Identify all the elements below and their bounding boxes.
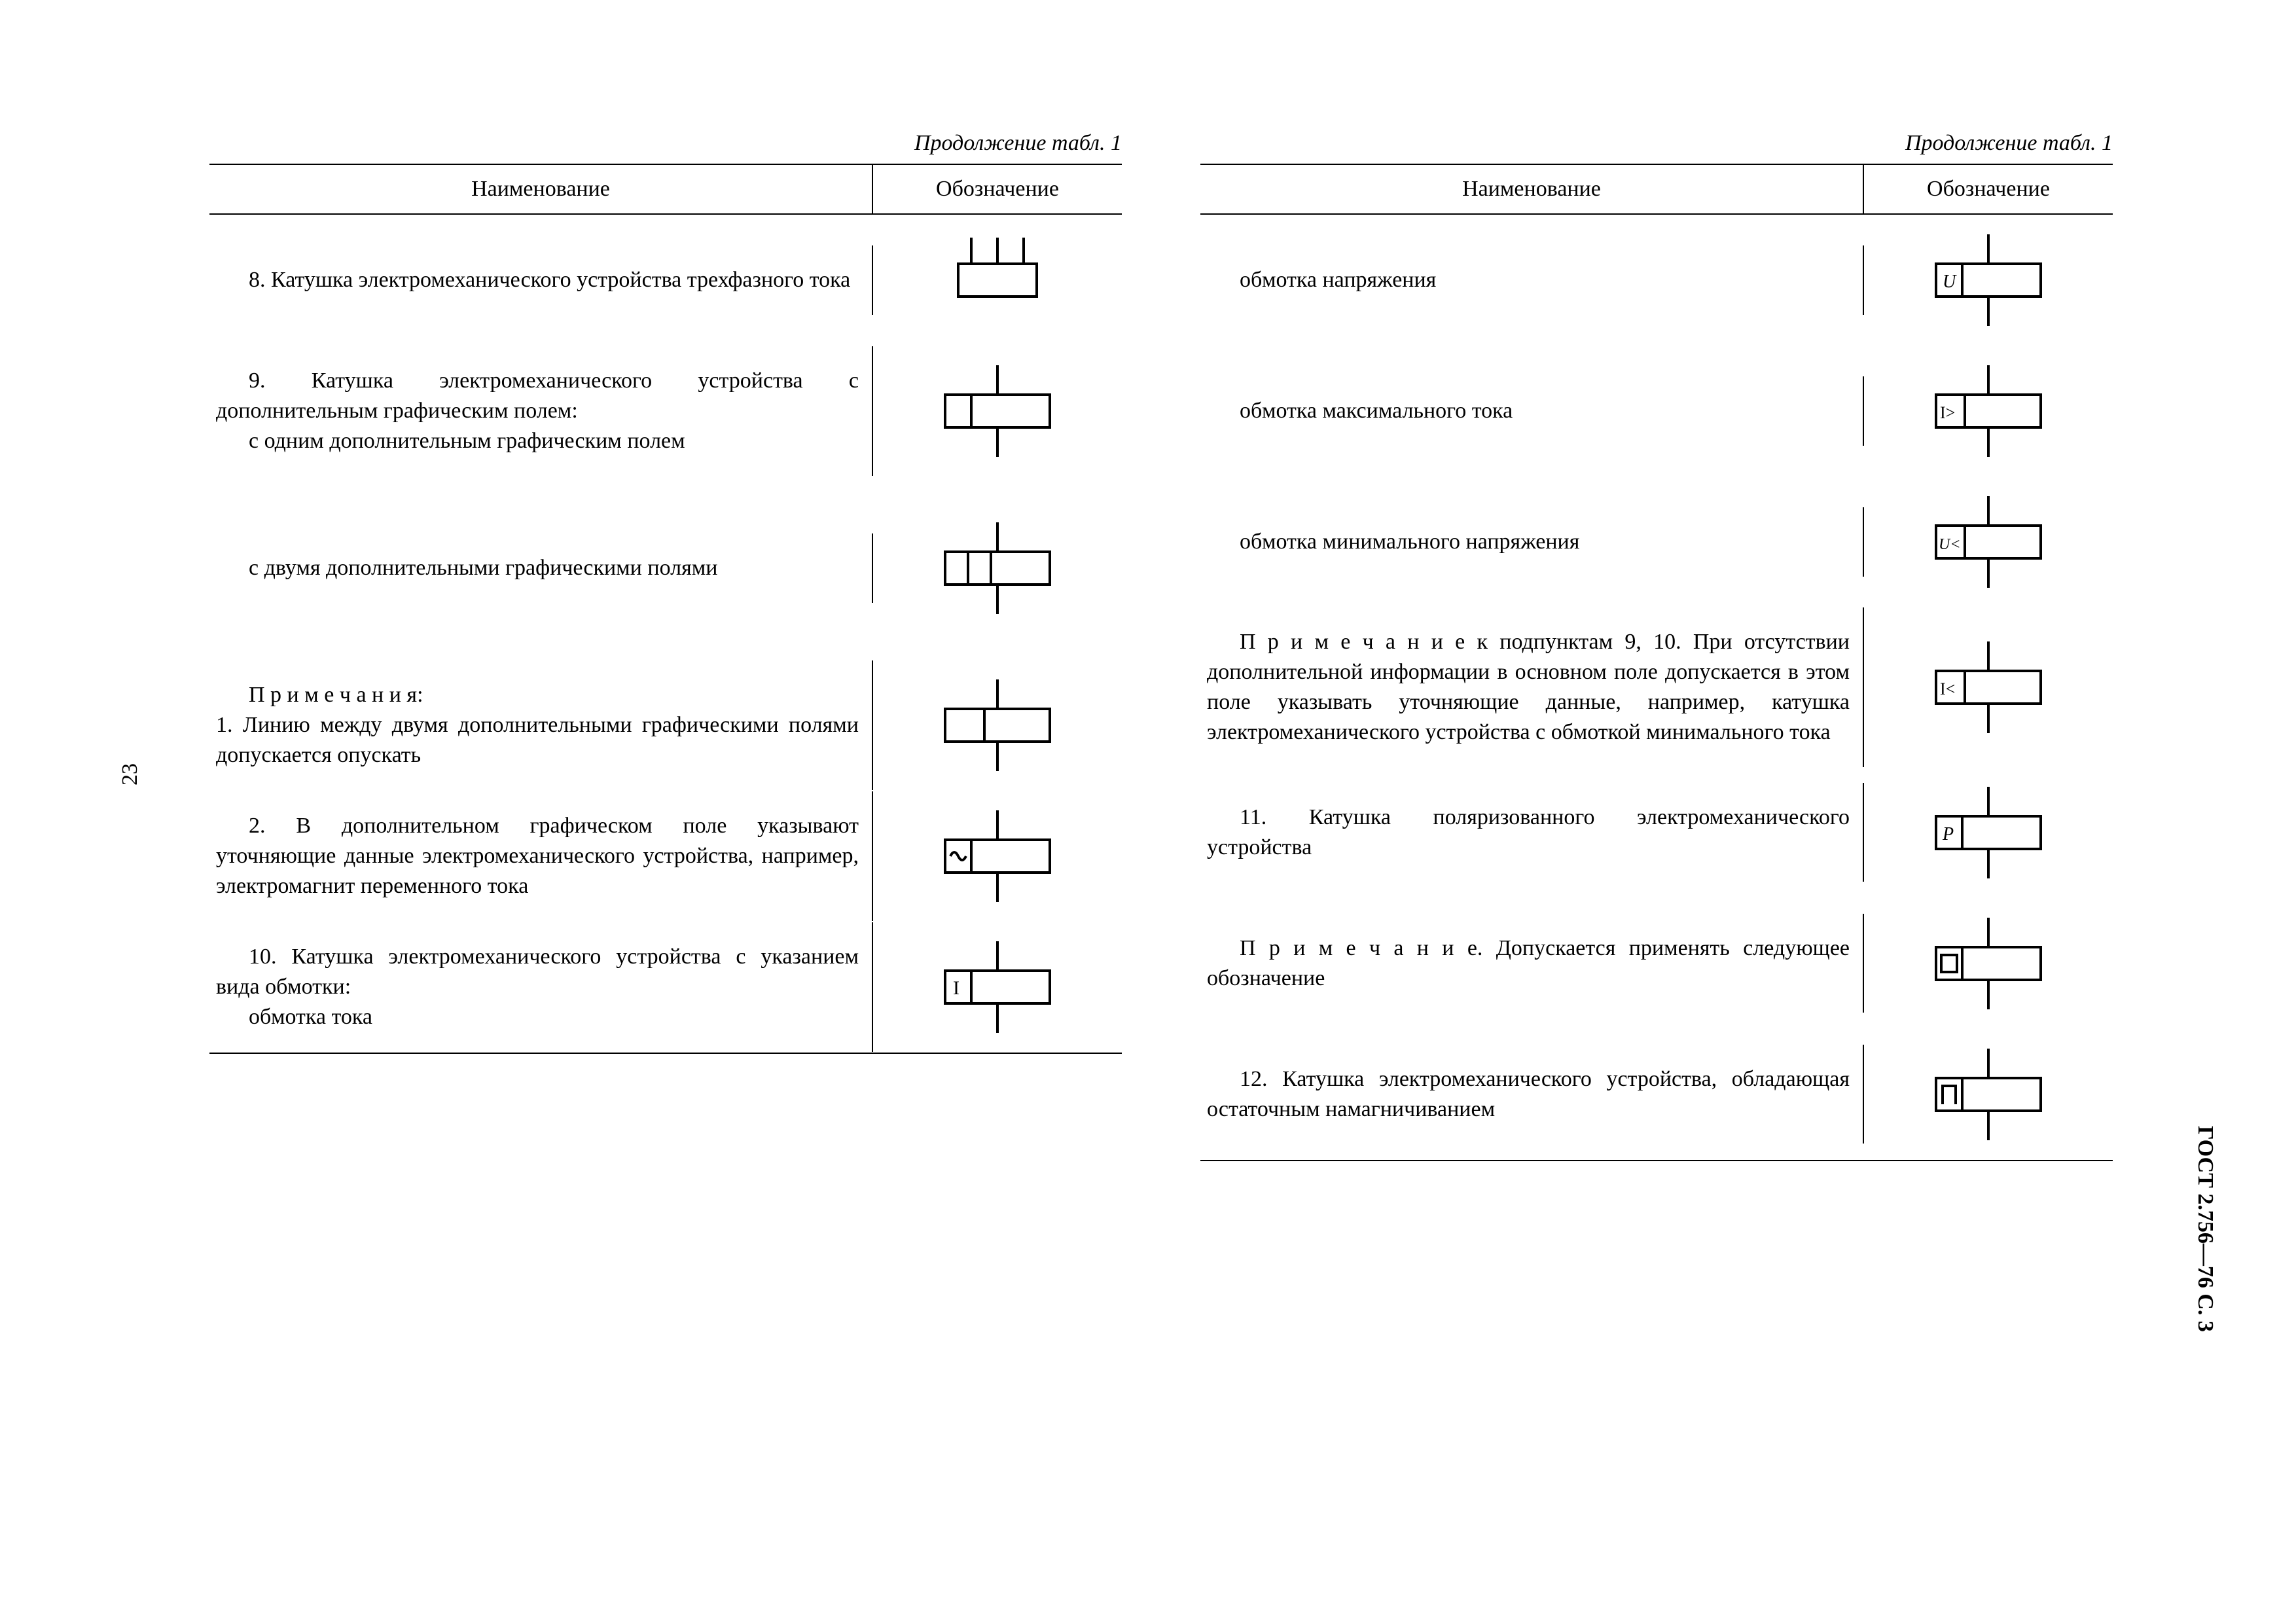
row-symbol — [873, 346, 1122, 477]
row-name: 11. Катушка поляризованного электромехан… — [1200, 783, 1864, 882]
row-text: 11. Катушка поляризованного электромехан… — [1207, 802, 1850, 863]
table-caption-left: Продолжение табл. 1 — [209, 131, 1122, 156]
table-row: обмотка минимального напряжения U< — [1200, 477, 2113, 607]
table-left: Наименование Обозначение 8. Катушка элек… — [209, 164, 1122, 1054]
row-symbol: P — [1864, 767, 2113, 898]
row-name: 2. В дополнительном графическом поле ука… — [209, 791, 873, 921]
svg-text:I: I — [953, 977, 960, 999]
document-id-side: ГОСТ 2.756—76 С. 3 — [2193, 1126, 2217, 1332]
table-row: обмотка максимального тока I> — [1200, 346, 2113, 477]
row-text: П р и м е ч а н и е. Допускается применя… — [1207, 933, 1850, 994]
row-name: обмотка максимального тока — [1200, 376, 1864, 446]
left-column: Продолжение табл. 1 Наименование Обознач… — [209, 131, 1122, 1557]
row-text: 10. Катушка электромеханического устройс… — [216, 942, 859, 1002]
row-symbol — [1864, 1029, 2113, 1160]
row-text: с двумя дополнительными графическими пол… — [216, 553, 859, 583]
row-text: 1. Линию между двумя дополнительными гра… — [216, 710, 859, 770]
row-symbol — [873, 503, 1122, 634]
row-name: обмотка напряжения — [1200, 245, 1864, 315]
row-text: 9. Катушка электромеханического устройст… — [216, 366, 859, 426]
row-name: обмотка минимального напряжения — [1200, 507, 1864, 577]
svg-text:I<: I< — [1940, 679, 1955, 698]
page-number-left: 23 — [118, 763, 143, 785]
table-row: 10. Катушка электромеханического устройс… — [209, 922, 1122, 1053]
table-row: 9. Катушка электромеханического устройст… — [209, 346, 1122, 477]
col-header-name: Наименование — [209, 165, 873, 213]
row-symbol — [873, 215, 1122, 346]
row-name: 9. Катушка электромеханического устройст… — [209, 346, 873, 476]
col-header-name: Наименование — [1200, 165, 1864, 213]
table-row: 12. Катушка электромеханического устройс… — [1200, 1029, 2113, 1160]
table-row: П р и м е ч а н и е к подпунктам 9, 10. … — [1200, 607, 2113, 767]
svg-text:U<: U< — [1939, 536, 1961, 553]
row-symbol: U< — [1864, 477, 2113, 607]
col-header-symbol: Обозначение — [873, 165, 1122, 213]
row-text: П р и м е ч а н и е к подпунктам 9, 10. … — [1207, 627, 1850, 748]
table-row: 8. Катушка электромеханического устройст… — [209, 215, 1122, 346]
row-name: П р и м е ч а н и е к подпунктам 9, 10. … — [1200, 607, 1864, 767]
row-symbol: U — [1864, 215, 2113, 346]
row-name: П р и м е ч а н и я:1. Линию между двумя… — [209, 660, 873, 790]
row-symbol — [1864, 898, 2113, 1029]
row-text: 2. В дополнительном графическом поле ука… — [216, 811, 859, 901]
table-row: 2. В дополнительном графическом поле ука… — [209, 791, 1122, 922]
row-symbol: I — [873, 922, 1122, 1053]
table-row: обмотка напряжения U — [1200, 215, 2113, 346]
svg-text:P: P — [1942, 824, 1954, 844]
row-text: обмотка максимального тока — [1207, 396, 1850, 426]
row-name: 12. Катушка электромеханического устройс… — [1200, 1045, 1864, 1144]
row-symbol: I> — [1864, 346, 2113, 477]
right-column: Продолжение табл. 1 Наименование Обознач… — [1200, 131, 2113, 1557]
table-row: 11. Катушка поляризованного электромехан… — [1200, 767, 2113, 898]
col-header-symbol: Обозначение — [1864, 165, 2113, 213]
row-text: обмотка напряжения — [1207, 265, 1850, 295]
row-text: 12. Катушка электромеханического устройс… — [1207, 1064, 1850, 1125]
table-row: с двумя дополнительными графическими пол… — [209, 477, 1122, 660]
table-right: Наименование Обозначение обмотка напряже… — [1200, 164, 2113, 1161]
table-caption-right: Продолжение табл. 1 — [1200, 131, 2113, 156]
table-row: П р и м е ч а н и я:1. Линию между двумя… — [209, 660, 1122, 791]
row-symbol — [873, 660, 1122, 791]
row-symbol: I< — [1864, 622, 2113, 753]
row-text: обмотка минимального напряжения — [1207, 527, 1850, 557]
row-text: П р и м е ч а н и я: — [216, 680, 859, 710]
table-row: П р и м е ч а н и е. Допускается применя… — [1200, 898, 2113, 1029]
row-text: обмотка тока — [216, 1002, 859, 1032]
row-name: с двумя дополнительными графическими пол… — [209, 533, 873, 603]
row-text: с одним дополнительным графическим полем — [216, 426, 859, 456]
row-symbol — [873, 791, 1122, 922]
row-name: 8. Катушка электромеханического устройст… — [209, 245, 873, 315]
row-name: 10. Катушка электромеханического устройс… — [209, 922, 873, 1052]
row-name: П р и м е ч а н и е. Допускается применя… — [1200, 914, 1864, 1013]
svg-text:I>: I> — [1940, 403, 1955, 422]
row-text: 8. Катушка электромеханического устройст… — [216, 265, 859, 295]
svg-text:U: U — [1943, 272, 1957, 292]
